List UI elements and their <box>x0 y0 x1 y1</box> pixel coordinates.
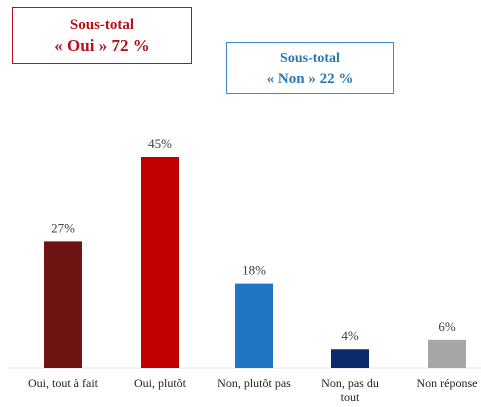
bar-5 <box>428 339 466 368</box>
category-label-1: Oui, tout à fait <box>28 376 99 390</box>
subtotal-no-title: Sous-total <box>280 51 340 66</box>
subtotal-no-value: « Non » 22 % <box>266 71 354 87</box>
bar-1 <box>44 241 82 368</box>
bar-4 <box>331 349 369 368</box>
value-label-5: 6% <box>438 319 456 334</box>
category-label-3: Non, plutôt pas <box>217 376 291 390</box>
category-label-4: Non, pas du tout <box>321 376 379 404</box>
value-label-3: 18% <box>242 263 266 278</box>
bar-3 <box>235 283 273 368</box>
subtotal-yes-box: Sous-total « Oui » 72 % <box>12 7 192 64</box>
category-label-2: Oui, plutôt <box>134 376 187 390</box>
value-label-1: 27% <box>51 220 75 235</box>
category-label-5: Non réponse <box>417 376 478 390</box>
subtotal-no-box: Sous-total « Non » 22 % <box>226 42 394 94</box>
value-label-2: 45% <box>148 136 172 151</box>
value-label-4: 4% <box>341 328 359 343</box>
subtotal-yes-title: Sous-total <box>69 17 135 33</box>
bar-2 <box>141 157 179 368</box>
subtotal-yes-value: « Oui » 72 % <box>54 36 150 55</box>
